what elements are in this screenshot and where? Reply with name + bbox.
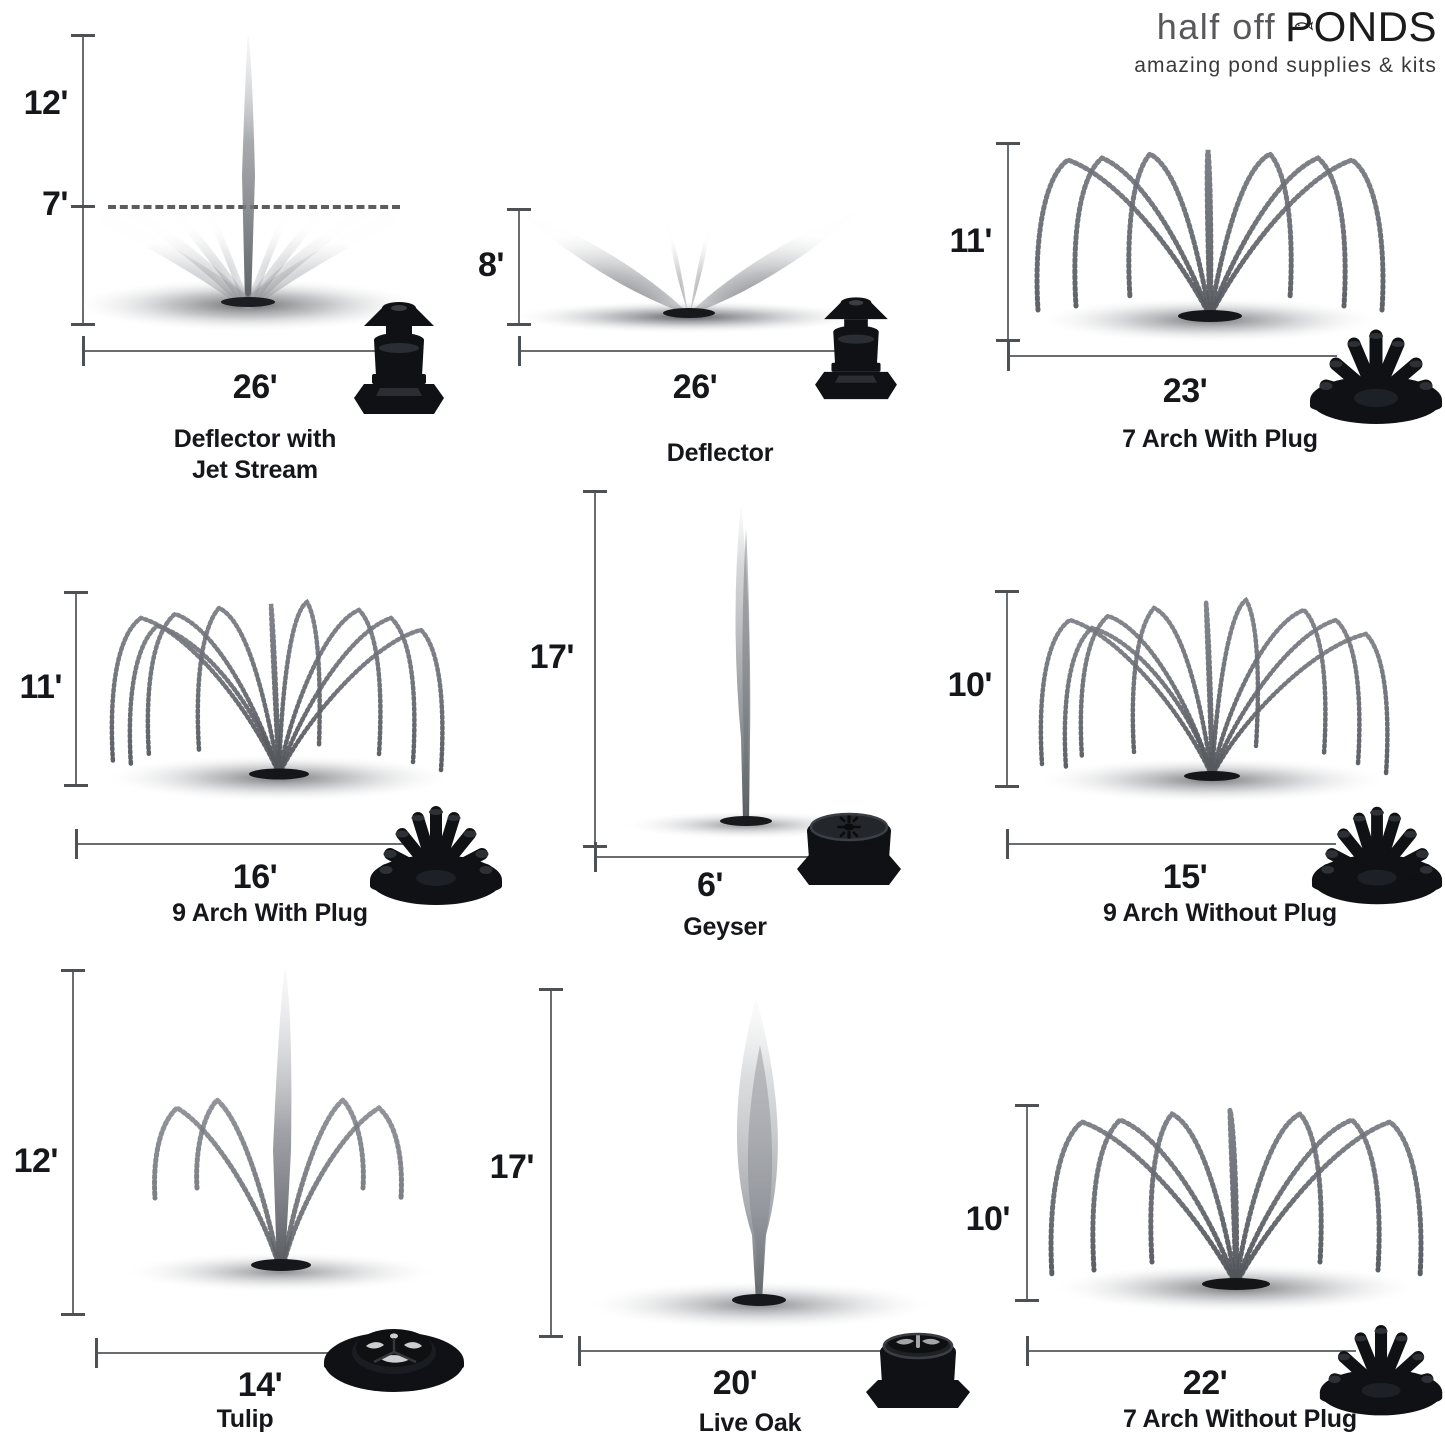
spray-pattern-9arch-noplug [1018,588,1408,803]
panel-caption: 7 Arch With Plug [1010,424,1430,455]
width-label-23: 23' [1162,372,1208,410]
height-dimension-line [1015,1104,1039,1302]
caption-line-1: 9 Arch With Plug [172,899,368,927]
caption-line-1: 7 Arch Without Plug [1123,1405,1357,1433]
brand-name-bold-text: PONDS [1285,3,1437,50]
width-label-14: 14' [237,1366,283,1404]
height-dimension-line [61,969,85,1316]
caption-line-2: Jet Stream [192,456,318,485]
brand-logo: half off PONDS amazing pond supplies & k… [1097,6,1437,77]
brand-wordmark: half off PONDS [1097,6,1437,48]
tulip-nozzle [322,1308,467,1403]
width-label-16: 16' [232,858,278,896]
width-dimension-line [75,829,411,859]
height-label-10: 10' [965,1200,1011,1238]
caption-line-1: Tulip [216,1405,274,1433]
width-dimension-line [518,336,844,366]
spray-pattern-7arch [1020,138,1400,348]
height-dimension-line [583,490,607,848]
spray-pattern-geyser [600,488,960,848]
width-label-26: 26' [672,368,718,406]
height-dimension-line [71,34,95,326]
height-dimension-line [507,208,531,326]
spray-pattern-7arch-noplug [1040,1100,1440,1315]
width-dimension-line [1026,1336,1356,1366]
caption-line-1: Live Oak [698,1409,802,1437]
panel-caption: Geyser [600,912,850,943]
geyser-nozzle [793,793,905,891]
panel-caption: 7 Arch Without Plug [1020,1404,1445,1435]
brand-name-bold: PONDS [1285,6,1437,48]
width-label-15: 15' [1162,858,1208,896]
panel-caption: 9 Arch Without Plug [1000,898,1440,929]
panel-caption: Deflector with Jet Stream [60,424,450,487]
height-label-8: 8' [478,246,505,284]
height-label-7: 7' [42,185,69,223]
height-label-10: 10' [947,666,993,704]
width-label-6: 6' [697,866,724,904]
height-label-17: 17' [529,638,575,676]
width-dimension-line [1007,341,1337,371]
width-dimension-line [82,336,402,366]
width-dimension-line [1006,829,1336,859]
height-label-12: 12' [23,84,69,122]
spray-pattern-live-oak [560,985,960,1345]
brand-name-light: half off [1156,6,1277,47]
width-label-20: 20' [712,1364,758,1402]
width-label-22: 22' [1182,1364,1228,1402]
width-label-26: 26' [232,368,278,406]
caption-line-1: Geyser [683,913,767,941]
spray-pattern-deflector-jet [60,25,440,331]
height-label-11: 11' [19,668,62,706]
caption-line-1: Deflector [666,439,774,467]
arch-nozzle [1310,800,1445,912]
spray-pattern-tulip [85,960,485,1320]
height-dimension-line [64,591,88,787]
width-dimension-line [594,842,812,872]
arch-nozzle [1318,1318,1445,1422]
brand-tagline: amazing pond supplies & kits [1134,54,1437,77]
caption-line-1: Deflector with [173,425,337,453]
height-dimension-line [995,590,1019,788]
arch-nozzle [1308,322,1445,432]
panel-caption: Deflector [540,438,900,469]
height-dimension-line [996,142,1020,342]
panel-caption: 9 Arch With Plug [60,898,480,929]
height-dimension-tick [71,205,95,208]
caption-line-1: 9 Arch Without Plug [1103,899,1337,927]
arch-nozzle [368,800,505,912]
fish-icon [1294,21,1314,31]
height-label-12: 12' [13,1142,59,1180]
live-oak-nozzle [862,1318,974,1418]
height-dimension-line [539,988,563,1338]
height-label-11: 11' [949,222,992,260]
spray-pattern-9arch [85,588,465,803]
width-dimension-line [578,1336,898,1366]
spray-pattern-deflector [500,195,880,333]
deflector-nozzle [806,288,906,403]
panel-caption: Live Oak [600,1408,900,1439]
width-dimension-line [95,1338,345,1368]
height-label-17: 17' [489,1148,535,1186]
caption-line-1: 7 Arch With Plug [1122,425,1318,453]
deflector-nozzle [344,292,454,418]
panel-caption: Tulip [120,1404,370,1435]
